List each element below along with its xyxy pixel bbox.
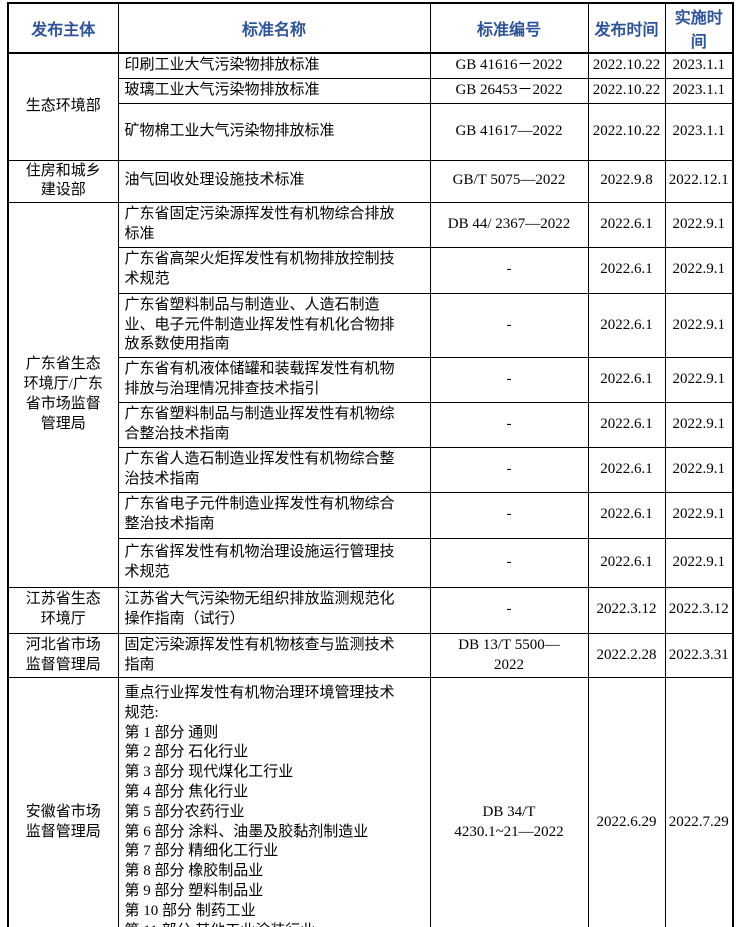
standards-table: 发布主体 标准名称 标准编号 发布时间 实施时间 生态环境部 印刷工业大气污染物排… [7, 2, 734, 927]
implement-date-cell: 2023.1.1 [664, 102, 734, 161]
implement-date-cell: 2022.3.12 [664, 586, 734, 634]
table-row: 矿物棉工业大气污染物排放标准 GB 41617—2022 2022.10.22 202… [8, 102, 734, 161]
publish-date-cell: 2022.2.28 [587, 632, 666, 679]
standard-name-cell: 广东省固定污染源挥发性有机物综合排放标准 [117, 202, 431, 248]
standard-name-cell: 广东省挥发性有机物治理设施运行管理技术规范 [117, 537, 431, 588]
publish-date-cell: 2022.6.1 [587, 357, 666, 404]
standard-code-cell: DB 44/ 2367—2022 [429, 202, 589, 248]
standard-name-cell: 广东省有机液体储罐和装载挥发性有机物排放与治理情况排查技术指引 [117, 357, 431, 404]
implement-date-cell: 2023.1.1 [664, 52, 734, 79]
implement-date-cell: 2022.9.1 [664, 491, 734, 539]
table-row: 广东省人造石制造业挥发性有机物综合整治技术指南 -2022.6.1 2022.9.1 [8, 447, 734, 493]
publish-date-cell: 2022.9.8 [587, 159, 666, 204]
implement-date-cell: 2022.9.1 [664, 402, 734, 449]
col-header-standard-code: 标准编号 [429, 2, 589, 54]
publish-date-cell: 2022.6.1 [587, 402, 666, 449]
standard-code-cell: DB 13/T 5500— 2022 [429, 632, 589, 679]
table-row: 江苏省生态环境厅 江苏省大气污染物无组织排放监测规范化操作指南（试行） -2022.… [7, 586, 734, 634]
standard-code-cell: - [429, 357, 589, 404]
standard-code-cell: - [429, 402, 589, 449]
table-row: 广东省生态环境厅/广东省市场监督管理局 广东省固定污染源挥发性有机物综合排放标准 D… [7, 202, 734, 588]
standard-code-cell: GB/T 5075—2022 [429, 159, 589, 204]
standard-name-cell: 广东省高架火炬挥发性有机物排放控制技术规范 [117, 246, 431, 294]
implement-date-cell: 2022.9.1 [664, 292, 734, 359]
publish-date-cell: 2022.10.22 [587, 102, 666, 161]
implement-date-cell: 2022.9.1 [664, 246, 734, 294]
standard-name-cell: 油气回收处理设施技术标准 [117, 159, 431, 204]
publish-date-cell: 2022.10.22 [587, 52, 666, 79]
publish-date-cell: 2022.6.1 [587, 246, 666, 294]
standard-code-cell: GB 26453－2022 [429, 77, 589, 104]
standard-name-cell: 玻璃工业大气污染物排放标准 [117, 77, 431, 104]
standard-code-cell: - [429, 292, 589, 359]
col-header-publisher: 发布主体 [7, 2, 119, 54]
standard-code-cell: DB 34/T 4230.1~21—2022 [429, 677, 589, 927]
standard-name-cell: 广东省人造石制造业挥发性有机物综合整治技术指南 [117, 447, 431, 493]
standard-code-cell: - [429, 491, 589, 539]
implement-date-cell: 2022.9.1 [664, 537, 734, 588]
implement-date-cell: 2022.9.1 [664, 357, 734, 404]
header-row: 发布主体 标准名称 标准编号 发布时间 实施时间 [7, 2, 734, 54]
implement-date-cell: 2022.7.29 [664, 677, 734, 927]
table-body: 生态环境部 印刷工业大气污染物排放标准 GB 41616－2022 2022.10.2… [7, 52, 734, 927]
implement-date-cell: 2022.12.1 [664, 159, 734, 204]
table-row: 安徽省市场监督管理局 重点行业挥发性有机物治理环境管理技术规范: 第 1 部分 通… [7, 677, 734, 927]
publisher-cell: 住房和城乡建设部 [7, 159, 119, 204]
publish-date-cell: 2022.6.29 [587, 677, 666, 927]
publish-date-cell: 2022.6.1 [587, 202, 666, 248]
publisher-cell: 安徽省市场监督管理局 [7, 677, 119, 927]
standard-name-cell: 广东省塑料制品与制造业、人造石制造业、电子元件制造业挥发性有机化合物排放系数使用… [117, 292, 431, 359]
standard-name-cell: 广东省电子元件制造业挥发性有机物综合整治技术指南 [117, 491, 431, 539]
table-row: 玻璃工业大气污染物排放标准 GB 26453－2022 2022.10.22 2023… [8, 77, 734, 104]
standard-name-cell: 印刷工业大气污染物排放标准 [117, 52, 431, 79]
implement-date-cell: 2022.9.1 [664, 447, 734, 493]
standard-name-cell: 重点行业挥发性有机物治理环境管理技术规范: 第 1 部分 通则 第 2 部分 石… [117, 677, 431, 927]
implement-date-cell: 2022.9.1 [664, 202, 734, 248]
col-header-standard-name: 标准名称 [117, 2, 431, 54]
standard-code-cell: - [429, 537, 589, 588]
publish-date-cell: 2022.10.22 [587, 77, 666, 104]
publisher-cell: 生态环境部 [7, 52, 119, 161]
standard-code-cell: - [429, 447, 589, 493]
publisher-cell: 广东省生态环境厅/广东省市场监督管理局 [7, 202, 119, 588]
publisher-cell: 江苏省生态环境厅 [7, 586, 119, 634]
standard-code-cell: - [429, 246, 589, 294]
standard-name-cell: 广东省塑料制品与制造业挥发性有机物综合整治技术指南 [117, 402, 431, 449]
standard-code-cell: GB 41616－2022 [429, 52, 589, 79]
standard-name-cell: 固定污染源挥发性有机物核查与监测技术指南 [117, 632, 431, 679]
publisher-cell: 河北省市场监督管理局 [7, 632, 119, 679]
implement-date-cell: 2023.1.1 [664, 77, 734, 104]
table-row: 广东省塑料制品与制造业、人造石制造业、电子元件制造业挥发性有机化合物排放系数使用… [8, 292, 734, 359]
table-row: 广东省塑料制品与制造业挥发性有机物综合整治技术指南 -2022.6.1 2022.9… [8, 402, 734, 449]
publish-date-cell: 2022.6.1 [587, 537, 666, 588]
publish-date-cell: 2022.3.12 [587, 586, 666, 634]
standard-name-cell: 矿物棉工业大气污染物排放标准 [117, 102, 431, 161]
publish-date-cell: 2022.6.1 [587, 447, 666, 493]
publish-date-cell: 2022.6.1 [587, 292, 666, 359]
implement-date-cell: 2022.3.31 [664, 632, 734, 679]
standard-code-cell: GB 41617—2022 [429, 102, 589, 161]
table-row: 广东省挥发性有机物治理设施运行管理技术规范 -2022.6.1 2022.9.1 [8, 537, 734, 588]
table-row: 河北省市场监督管理局 固定污染源挥发性有机物核查与监测技术指南 DB 13/T 55… [7, 632, 734, 679]
col-header-implement-date: 实施时间 [664, 2, 734, 54]
table-row: 广东省有机液体储罐和装载挥发性有机物排放与治理情况排查技术指引 -2022.6.1… [8, 357, 734, 404]
table-row: 住房和城乡建设部 油气回收处理设施技术标准 GB/T 5075—2022 2022.9… [7, 159, 734, 204]
standard-code-cell: - [429, 586, 589, 634]
standard-name-cell: 江苏省大气污染物无组织排放监测规范化操作指南（试行） [117, 586, 431, 634]
table-row: 生态环境部 印刷工业大气污染物排放标准 GB 41616－2022 2022.10.2… [7, 52, 734, 161]
publish-date-cell: 2022.6.1 [587, 491, 666, 539]
col-header-publish-date: 发布时间 [587, 2, 666, 54]
table-row: 广东省高架火炬挥发性有机物排放控制技术规范 -2022.6.1 2022.9.1 [8, 246, 734, 294]
